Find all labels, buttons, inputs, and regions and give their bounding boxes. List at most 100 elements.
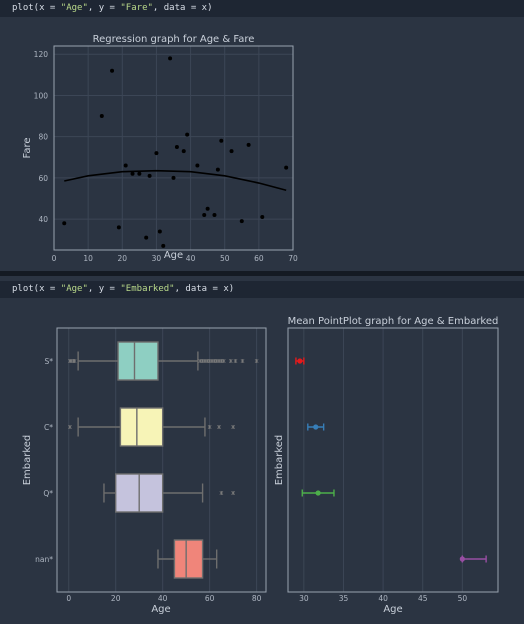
data-point [185, 132, 190, 137]
data-point [260, 215, 265, 220]
embarked-charts: 0 20 40 60 80 S* C* Q* nan* Age Embarked 30 35 40 4… [0, 298, 524, 624]
box [117, 341, 159, 381]
data-point [154, 151, 159, 156]
outlier-marker [231, 491, 236, 495]
data-point [205, 206, 210, 211]
boxplot-y-axis-label: Embarked [22, 435, 33, 486]
y-category-label: Q* [43, 489, 53, 498]
outlier-marker [221, 359, 226, 363]
x-tick-label: 50 [458, 594, 468, 603]
x-tick-label: 40 [158, 594, 168, 603]
box [119, 407, 164, 447]
y-tick-label: 60 [38, 174, 48, 183]
y-tick-label: 100 [34, 91, 49, 100]
data-point [62, 221, 67, 226]
data-point [284, 165, 289, 170]
y-tick-label: 120 [34, 50, 49, 59]
data-point [123, 163, 128, 168]
code-string-y: "Fare" [120, 3, 153, 13]
code-text: plot(x = [12, 284, 61, 294]
data-point [215, 167, 220, 172]
x-tick-label: 10 [83, 254, 93, 263]
pointplot-x-axis-label: Age [383, 604, 402, 615]
outlier-marker [233, 359, 238, 363]
data-point [116, 225, 121, 230]
code-text: , data = x) [152, 3, 213, 13]
data-point [157, 229, 162, 234]
mean-point [315, 490, 321, 496]
data-point [110, 68, 115, 73]
data-point [137, 171, 142, 176]
data-point [174, 144, 179, 149]
chart-title: Regression graph for Age & Fare [93, 34, 255, 45]
boxplot-frame [56, 327, 267, 593]
x-tick-label: 60 [254, 254, 264, 263]
x-tick-label: 45 [418, 594, 428, 603]
x-tick-label: 30 [299, 594, 309, 603]
outlier-marker [207, 425, 212, 429]
x-tick-label: 0 [66, 594, 71, 603]
cell-separator [0, 271, 524, 276]
data-point [161, 243, 166, 248]
y-category-label: C* [44, 423, 53, 432]
data-point [212, 212, 217, 217]
x-tick-label: 40 [186, 254, 196, 263]
x-tick-label: 40 [378, 594, 388, 603]
outlier-marker [228, 359, 233, 363]
outlier-marker [240, 359, 245, 363]
data-point [229, 149, 234, 154]
x-tick-label: 35 [339, 594, 349, 603]
code-text: plot(x = [12, 3, 61, 13]
x-tick-label: 30 [152, 254, 162, 263]
y-category-label: S* [44, 357, 53, 366]
code-string-x: "Age" [60, 284, 88, 294]
code-cell-2[interactable]: plot(x = "Age", y = "Embarked", data = x… [0, 281, 524, 298]
data-point [239, 219, 244, 224]
code-cell-1[interactable]: plot(x = "Age", y = "Fare", data = x) [0, 0, 524, 17]
x-tick-label: 20 [111, 594, 121, 603]
data-point [147, 173, 152, 178]
mean-point [313, 424, 319, 430]
regression-line [64, 169, 287, 192]
code-text: , y = [87, 3, 121, 13]
x-axis-label: Age [164, 250, 183, 261]
data-point [99, 114, 104, 119]
data-point [246, 142, 251, 147]
data-point [195, 163, 200, 168]
outlier-marker [219, 491, 224, 495]
data-point [171, 175, 176, 180]
data-point [168, 56, 173, 61]
pointplot-y-axis-label: Embarked [274, 435, 285, 486]
box [173, 539, 204, 579]
data-point [130, 171, 135, 176]
mean-point [459, 556, 465, 562]
outlier-marker [231, 425, 236, 429]
data-point [181, 149, 186, 154]
code-string-x: "Age" [60, 3, 88, 13]
pointplot-frame [287, 327, 499, 593]
x-tick-label: 20 [118, 254, 128, 263]
x-tick-label: 0 [52, 254, 57, 263]
data-point [144, 235, 149, 240]
code-string-y: "Embarked" [120, 284, 175, 294]
x-tick-label: 50 [220, 254, 230, 263]
regression-chart: 0 10 20 30 40 50 60 70 40 60 80 100 120 Regression g… [0, 17, 524, 267]
outlier-marker [72, 359, 77, 363]
code-text: , y = [87, 284, 121, 294]
y-tick-label: 40 [38, 215, 48, 224]
y-tick-label: 80 [38, 133, 48, 142]
x-tick-label: 60 [205, 594, 215, 603]
x-tick-label: 80 [252, 594, 262, 603]
x-tick-label: 70 [288, 254, 298, 263]
outlier-marker [254, 359, 259, 363]
plot-frame [53, 45, 294, 251]
outlier-marker [217, 425, 221, 429]
y-category-label: nan* [35, 555, 53, 564]
boxplot-x-axis-label: Age [151, 604, 170, 615]
outlier-marker [68, 425, 72, 429]
data-point [202, 212, 207, 217]
pointplot-title: Mean PointPlot graph for Age & Embarked [288, 316, 499, 327]
mean-point [297, 358, 303, 364]
code-text: , data = x) [174, 284, 235, 294]
y-axis-label: Fare [22, 137, 33, 158]
